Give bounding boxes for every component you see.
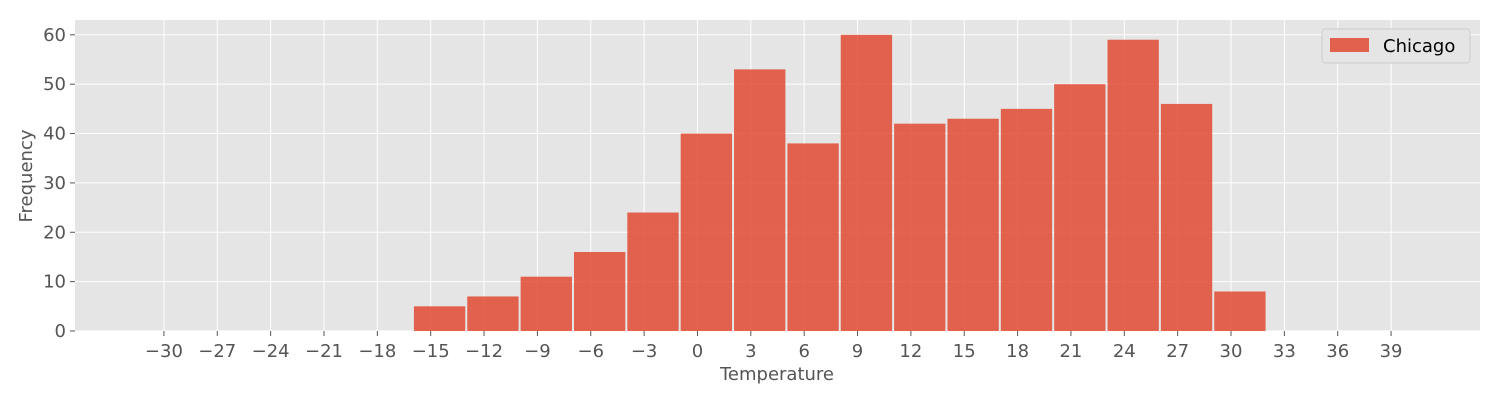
x-tick-label: 15 [953, 341, 976, 362]
y-tick-label: 50 [43, 74, 66, 95]
histogram-bar [573, 252, 626, 331]
histogram-bar [734, 69, 786, 331]
x-tick-label: 33 [1273, 341, 1296, 362]
x-tick-label: −15 [412, 341, 450, 362]
x-tick-label: 9 [852, 341, 863, 362]
histogram-bar [787, 143, 839, 331]
x-tick-label: −9 [524, 341, 551, 362]
histogram-bar [894, 123, 946, 332]
x-tick-label: 30 [1220, 341, 1243, 362]
x-tick-label: −18 [358, 341, 396, 362]
x-tick-label: −3 [631, 341, 658, 362]
histogram-bar [467, 296, 519, 331]
y-tick-label: 20 [43, 222, 66, 243]
x-axis-label: Temperature [719, 364, 834, 385]
x-tick-label: −27 [198, 341, 236, 362]
x-tick-label: −21 [305, 341, 343, 362]
legend-box [1321, 28, 1471, 64]
y-tick-label: 0 [55, 321, 66, 342]
y-tick-label: 60 [43, 25, 66, 46]
legend-label: Chicago [1383, 36, 1455, 57]
x-tick-label: 24 [1113, 341, 1136, 362]
x-tick-label: 27 [1166, 341, 1189, 362]
x-tick-label: 36 [1326, 341, 1349, 362]
x-tick-label: 21 [1059, 341, 1082, 362]
x-tick-label: −6 [577, 341, 604, 362]
legend: Chicago [1321, 28, 1471, 64]
x-tick-label: −30 [145, 341, 183, 362]
x-tick-label: 6 [798, 341, 809, 362]
histogram-bar [1000, 108, 1053, 331]
histogram-bar [1054, 84, 1106, 331]
x-tick-label: 0 [692, 341, 703, 362]
y-tick-label: 40 [43, 124, 66, 145]
y-tick-label: 30 [43, 173, 66, 194]
x-axis-ticks: −30 −27 −24 −21 −18 −15 −12 −9 −6 −3 0 3 6 9 12 15 18 21 2… [145, 331, 1403, 362]
histogram-bar [840, 34, 893, 332]
bars [413, 34, 1266, 332]
legend-swatch [1330, 38, 1369, 52]
x-tick-label: −24 [252, 341, 290, 362]
x-tick-label: 18 [1006, 341, 1029, 362]
y-tick-label: 10 [43, 272, 66, 293]
histogram-bar [680, 133, 733, 331]
x-tick-label: 3 [745, 341, 756, 362]
x-tick-label: 12 [899, 341, 922, 362]
histogram-bar [1107, 39, 1159, 331]
histogram-bar [1214, 291, 1266, 331]
histogram-bar [413, 306, 466, 331]
histogram-bar [947, 118, 999, 331]
histogram-bar [1160, 103, 1213, 332]
histogram-bar [520, 276, 572, 331]
x-tick-label: −12 [465, 341, 503, 362]
histogram-bar [627, 212, 679, 331]
x-tick-label: 39 [1380, 341, 1403, 362]
y-axis-label: Frequency [16, 129, 37, 222]
y-axis-ticks: 0 10 20 30 40 50 60 [43, 25, 75, 342]
